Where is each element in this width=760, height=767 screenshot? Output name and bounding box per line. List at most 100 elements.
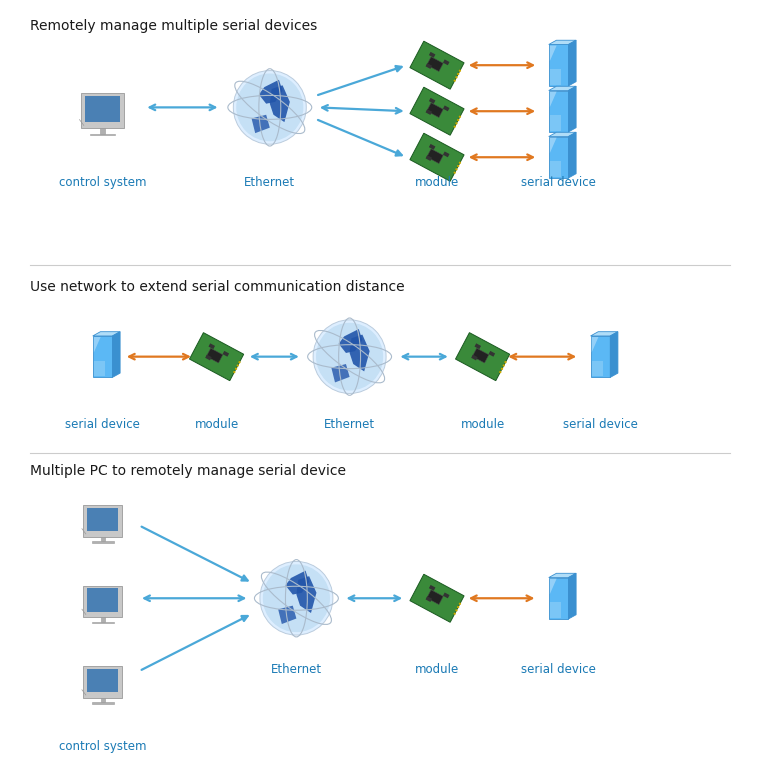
Polygon shape: [100, 128, 105, 133]
Polygon shape: [549, 137, 556, 153]
Polygon shape: [410, 87, 464, 135]
Polygon shape: [568, 573, 576, 619]
Polygon shape: [84, 586, 122, 617]
Polygon shape: [410, 133, 464, 181]
Polygon shape: [591, 331, 618, 336]
Polygon shape: [259, 80, 283, 104]
Polygon shape: [592, 360, 603, 377]
Polygon shape: [93, 331, 120, 336]
Circle shape: [313, 320, 386, 393]
Polygon shape: [100, 617, 105, 622]
Circle shape: [233, 71, 306, 144]
Circle shape: [459, 70, 461, 72]
Text: Remotely manage multiple serial devices: Remotely manage multiple serial devices: [30, 19, 318, 33]
Polygon shape: [471, 354, 478, 360]
Text: Ethernet: Ethernet: [271, 663, 322, 676]
Polygon shape: [443, 151, 449, 157]
Circle shape: [455, 122, 458, 124]
Polygon shape: [550, 115, 562, 131]
Circle shape: [316, 323, 383, 390]
Text: serial device: serial device: [563, 418, 638, 431]
Circle shape: [260, 561, 333, 635]
Circle shape: [455, 609, 458, 611]
Text: Multiple PC to remotely manage serial device: Multiple PC to remotely manage serial de…: [30, 464, 347, 478]
Text: module: module: [195, 418, 239, 431]
Polygon shape: [252, 115, 270, 133]
Polygon shape: [205, 354, 212, 360]
Polygon shape: [112, 331, 120, 377]
Text: serial device: serial device: [521, 663, 596, 676]
Polygon shape: [443, 592, 449, 598]
Polygon shape: [207, 348, 223, 363]
Polygon shape: [92, 542, 113, 543]
Polygon shape: [549, 86, 576, 91]
Circle shape: [457, 73, 459, 75]
Polygon shape: [474, 344, 481, 349]
Polygon shape: [473, 348, 489, 363]
Polygon shape: [427, 149, 443, 163]
Polygon shape: [429, 98, 435, 104]
Polygon shape: [87, 669, 119, 692]
Circle shape: [457, 119, 459, 121]
Text: module: module: [415, 176, 459, 189]
Polygon shape: [549, 44, 568, 86]
Polygon shape: [270, 85, 290, 122]
Polygon shape: [549, 573, 576, 578]
Text: module: module: [461, 418, 505, 431]
Polygon shape: [549, 91, 568, 132]
Polygon shape: [568, 86, 576, 132]
Polygon shape: [90, 133, 115, 135]
Polygon shape: [568, 40, 576, 86]
Polygon shape: [568, 132, 576, 178]
Text: serial device: serial device: [521, 176, 596, 189]
Polygon shape: [550, 602, 562, 618]
Text: serial device: serial device: [65, 418, 140, 431]
Polygon shape: [549, 578, 568, 619]
Polygon shape: [550, 161, 562, 177]
Polygon shape: [610, 331, 618, 377]
Polygon shape: [426, 155, 432, 161]
Circle shape: [236, 364, 239, 367]
Polygon shape: [443, 59, 449, 65]
Polygon shape: [455, 333, 510, 380]
Polygon shape: [427, 103, 443, 117]
Polygon shape: [591, 336, 610, 377]
Circle shape: [499, 371, 502, 374]
Polygon shape: [286, 571, 309, 594]
Circle shape: [455, 168, 458, 170]
Polygon shape: [100, 536, 105, 542]
Polygon shape: [189, 333, 244, 380]
Polygon shape: [429, 585, 435, 591]
Polygon shape: [81, 94, 125, 128]
Polygon shape: [92, 622, 113, 624]
Polygon shape: [549, 40, 576, 44]
Circle shape: [454, 80, 456, 82]
Polygon shape: [549, 137, 568, 178]
Circle shape: [505, 361, 507, 364]
Text: module: module: [415, 663, 459, 676]
Circle shape: [457, 606, 459, 608]
Polygon shape: [93, 336, 112, 377]
Text: Use network to extend serial communication distance: Use network to extend serial communicati…: [30, 280, 405, 294]
Polygon shape: [443, 105, 449, 111]
Polygon shape: [296, 576, 316, 613]
Polygon shape: [550, 69, 562, 85]
Circle shape: [233, 371, 236, 374]
Polygon shape: [426, 596, 432, 602]
Polygon shape: [94, 360, 106, 377]
Circle shape: [459, 162, 461, 164]
Polygon shape: [92, 703, 113, 704]
Polygon shape: [87, 508, 119, 531]
Polygon shape: [410, 41, 464, 89]
Circle shape: [502, 364, 505, 367]
Text: control system: control system: [59, 176, 147, 189]
Circle shape: [454, 172, 456, 174]
Circle shape: [454, 126, 456, 128]
Polygon shape: [350, 334, 369, 371]
Polygon shape: [331, 364, 350, 383]
Circle shape: [235, 367, 237, 370]
Polygon shape: [410, 574, 464, 622]
Circle shape: [457, 165, 459, 167]
Polygon shape: [278, 606, 296, 624]
Circle shape: [455, 76, 458, 78]
